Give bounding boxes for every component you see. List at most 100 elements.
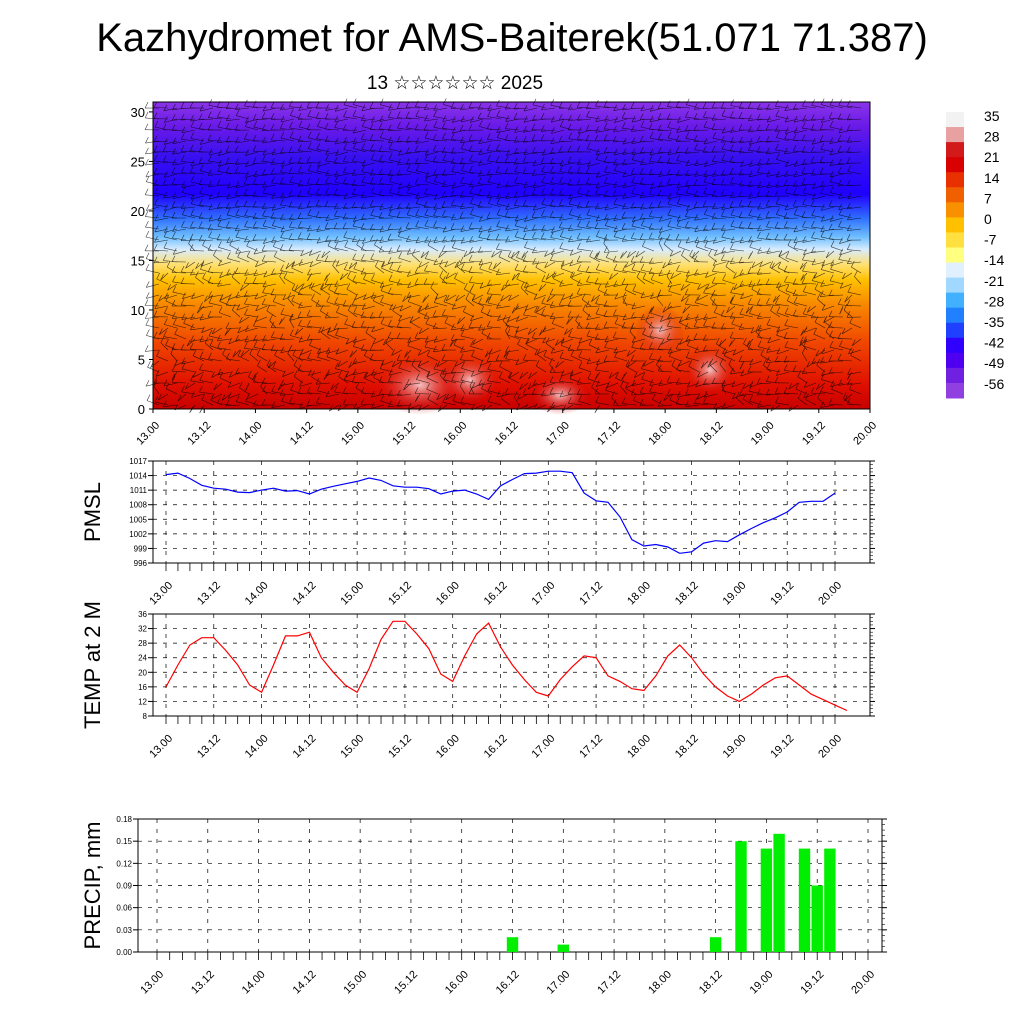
wind-barb-flag bbox=[689, 249, 693, 256]
wind-barb-flag bbox=[389, 303, 393, 311]
wind-barb bbox=[631, 316, 646, 319]
wind-barb bbox=[506, 334, 520, 340]
wind-barb-flag bbox=[829, 120, 834, 128]
wind-barb-flag bbox=[658, 379, 663, 386]
wind-barb-flag bbox=[639, 168, 644, 175]
wind-barb bbox=[662, 305, 673, 313]
wind-barb-flag bbox=[802, 99, 806, 107]
wind-barb-flag bbox=[704, 240, 708, 248]
heatmap-y-tick-label: 25 bbox=[131, 154, 145, 169]
wind-barb bbox=[667, 106, 682, 109]
wind-barb-flag bbox=[738, 211, 743, 218]
wind-barb bbox=[625, 382, 637, 389]
wind-barb-flag bbox=[666, 113, 671, 120]
wind-barb-flag bbox=[253, 170, 258, 177]
wind-barb-flag bbox=[658, 132, 662, 140]
wind-barb-flag bbox=[470, 370, 475, 377]
colorbar-segment bbox=[946, 127, 964, 143]
wind-barb-flag bbox=[211, 371, 215, 378]
wind-barb bbox=[778, 250, 790, 258]
wind-barb bbox=[253, 325, 268, 329]
wind-barb bbox=[280, 204, 295, 208]
wind-barb bbox=[685, 404, 700, 408]
wind-barb bbox=[839, 346, 853, 351]
wind-barb-flag bbox=[271, 236, 275, 243]
wind-barb bbox=[626, 349, 637, 357]
wind-barb-flag bbox=[622, 313, 627, 321]
wind-barb-flag bbox=[450, 189, 455, 196]
wind-barb bbox=[811, 105, 826, 109]
wind-barb-flag bbox=[470, 340, 474, 347]
wind-barb-flag bbox=[289, 314, 294, 321]
wind-barb bbox=[640, 140, 655, 143]
wind-barb bbox=[150, 360, 160, 368]
wind-barb-flag bbox=[232, 303, 236, 311]
wind-barb-flag bbox=[432, 310, 437, 317]
wind-barb bbox=[801, 283, 817, 285]
wind-barb-flag bbox=[568, 103, 572, 111]
wind-barb-flag bbox=[198, 178, 203, 185]
wind-barb bbox=[847, 403, 862, 406]
wind-barb-flag bbox=[562, 404, 567, 411]
wind-barb bbox=[622, 127, 637, 131]
wind-barb-flag bbox=[613, 346, 618, 354]
wind-barb bbox=[569, 371, 583, 377]
wind-barb-flag bbox=[847, 378, 851, 386]
wind-barb bbox=[181, 139, 196, 142]
wind-barb-flag bbox=[307, 224, 311, 232]
wind-barb bbox=[145, 236, 160, 241]
wind-barb bbox=[353, 312, 367, 318]
wind-barb-flag bbox=[442, 154, 447, 161]
wind-barb-flag bbox=[190, 220, 194, 228]
wind-barb bbox=[652, 399, 664, 406]
wind-barb-flag bbox=[784, 221, 788, 228]
wind-barb-flag bbox=[666, 157, 671, 164]
wind-barb bbox=[253, 126, 268, 131]
wind-barb-flag bbox=[199, 104, 204, 112]
wind-barb bbox=[352, 206, 367, 209]
wind-barb bbox=[418, 261, 430, 268]
wind-barb-flag bbox=[545, 337, 550, 344]
wind-barb-flag bbox=[667, 320, 671, 327]
wind-barb-flag bbox=[603, 300, 608, 307]
wind-barb bbox=[406, 151, 421, 154]
wind-barb-flag bbox=[260, 380, 264, 387]
wind-barb-flag bbox=[208, 193, 213, 200]
wind-barb-flag bbox=[568, 192, 573, 199]
wind-barb bbox=[559, 217, 574, 221]
wind-barb bbox=[299, 261, 313, 266]
wind-barb bbox=[244, 338, 259, 343]
wind-barb-flag bbox=[568, 208, 573, 215]
wind-barb bbox=[433, 327, 448, 330]
wind-barb-flag bbox=[297, 179, 302, 187]
wind-barb bbox=[320, 310, 331, 318]
wind-barb bbox=[523, 359, 538, 362]
wind-barb bbox=[325, 128, 340, 131]
wind-barb-flag bbox=[581, 293, 586, 300]
wind-barb bbox=[470, 346, 484, 351]
wind-barb bbox=[551, 118, 565, 123]
wind-barb bbox=[739, 327, 754, 330]
wind-barb bbox=[640, 183, 655, 186]
wind-barb-flag bbox=[613, 230, 618, 237]
wind-barb-flag bbox=[558, 113, 563, 121]
wind-barb-flag bbox=[648, 267, 653, 274]
wind-barb bbox=[190, 195, 205, 200]
wind-barb-flag bbox=[459, 211, 464, 219]
wind-barb-flag bbox=[433, 110, 437, 117]
wind-barb bbox=[344, 246, 358, 252]
wind-barb-flag bbox=[397, 389, 401, 397]
wind-barb bbox=[412, 254, 421, 263]
wind-barb-flag bbox=[766, 356, 770, 363]
wind-barb-flag bbox=[515, 358, 519, 366]
wind-barb-flag bbox=[640, 291, 645, 299]
wind-barb-flag bbox=[800, 274, 804, 281]
wind-barb-flag bbox=[181, 186, 186, 193]
wind-barb bbox=[280, 118, 295, 123]
wind-barb bbox=[235, 371, 250, 375]
pmsl-x-tick-label: 20.00 bbox=[816, 580, 844, 608]
wind-barb bbox=[511, 250, 520, 259]
wind-barb-flag bbox=[411, 359, 416, 366]
wind-barb bbox=[757, 404, 772, 408]
wind-barb bbox=[505, 283, 520, 287]
